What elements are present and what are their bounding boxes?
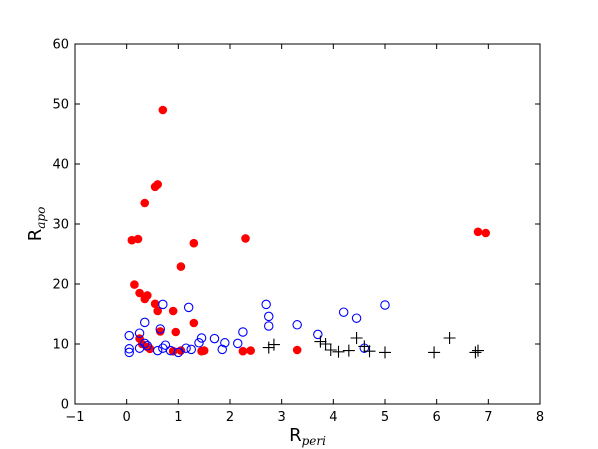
data-point-filled [150,182,160,192]
data-point-open [351,313,362,323]
data-point-open [380,300,390,310]
y-tick-label: 20 [52,278,69,293]
data-point-open [160,340,171,350]
data-point-open [338,307,349,317]
data-point-plus [443,332,456,344]
data-point-open [173,347,184,358]
data-point-filled [168,306,178,316]
data-point-filled [135,288,144,298]
data-point-open [261,299,271,310]
data-point-filled [481,228,491,238]
x-tick-label: 8 [536,410,544,425]
y-axis-label: Rapo [25,207,48,242]
data-point-filled [140,294,150,304]
y-tick-label: 60 [52,38,69,53]
y-axis-label-subscript: apo [34,207,48,229]
data-point-plus [324,344,337,356]
series-open-circle [124,299,390,358]
x-tick-label: 2 [226,410,234,425]
data-point-open [155,324,166,334]
data-point-open [196,333,207,343]
data-point-filled [473,227,483,237]
data-point-filled [176,346,186,355]
data-point-plus [379,346,391,359]
data-point-filled [241,234,250,243]
data-point-open [158,299,168,310]
x-axis-label-main: R [289,425,302,446]
data-point-open [183,302,194,313]
data-point-open [194,338,204,348]
data-point-filled [153,306,162,316]
x-tick-label: 1 [174,410,182,425]
data-point-plus [262,341,275,354]
x-axis-label: Rperi [289,425,326,448]
data-point-filled [158,105,168,115]
data-point-plus [342,344,355,357]
x-tick-label: 7 [484,410,492,425]
data-point-filled [246,346,255,355]
plot-area [124,105,491,359]
data-point-filled [176,262,186,271]
y-tick-label: 30 [52,218,69,233]
data-point-filled [140,198,150,208]
y-tick-label: 0 [61,398,69,413]
data-point-open [209,333,220,344]
data-point-plus [472,344,484,357]
data-point-filled [133,234,143,244]
data-point-filled [150,299,160,309]
data-point-open [140,317,150,328]
data-point-open [186,344,197,355]
data-point-open [134,328,145,338]
data-point-filled [189,318,199,328]
data-point-filled [292,345,302,355]
data-point-plus [428,346,441,359]
data-point-open [124,330,135,341]
x-tick-label: −1 [65,410,84,425]
y-tick-label: 40 [52,158,69,173]
data-point-plus [319,338,332,350]
x-tick-label: 0 [123,410,131,425]
data-point-open [217,344,228,355]
series-filled-circle [127,105,491,356]
data-point-open [220,338,230,348]
data-point-open [181,343,191,353]
x-tick-label: 6 [433,410,441,425]
series-plus [262,332,484,359]
data-point-open [233,338,243,349]
data-point-open [263,321,274,331]
data-point-plus [332,345,345,358]
data-point-open [124,344,135,354]
data-point-open [140,338,150,349]
data-point-plus [363,345,376,358]
data-point-open [238,327,248,337]
data-point-open [313,329,323,340]
data-point-open [292,320,302,330]
data-point-open [152,345,163,356]
y-tick-label: 50 [52,98,69,113]
data-point-open [142,341,153,351]
data-point-plus [267,338,280,351]
data-point-filled [130,280,139,289]
x-tick-label: 5 [381,410,389,425]
data-point-filled [238,346,248,356]
data-point-plus [314,335,327,348]
data-point-filled [155,327,165,336]
y-tick-label: 10 [52,338,69,353]
data-point-filled [189,238,199,248]
data-point-plus [358,340,371,353]
x-tick-label: 4 [329,410,337,425]
data-point-plus [469,346,482,359]
data-point-filled [171,327,181,337]
data-point-open [263,311,274,322]
y-axis-label-main: R [25,229,46,242]
data-point-open [124,347,135,358]
x-axis-label-subscript: peri [302,434,327,448]
x-tick-label: 3 [278,410,286,425]
data-point-filled [199,346,209,355]
data-point-plus [350,332,363,344]
